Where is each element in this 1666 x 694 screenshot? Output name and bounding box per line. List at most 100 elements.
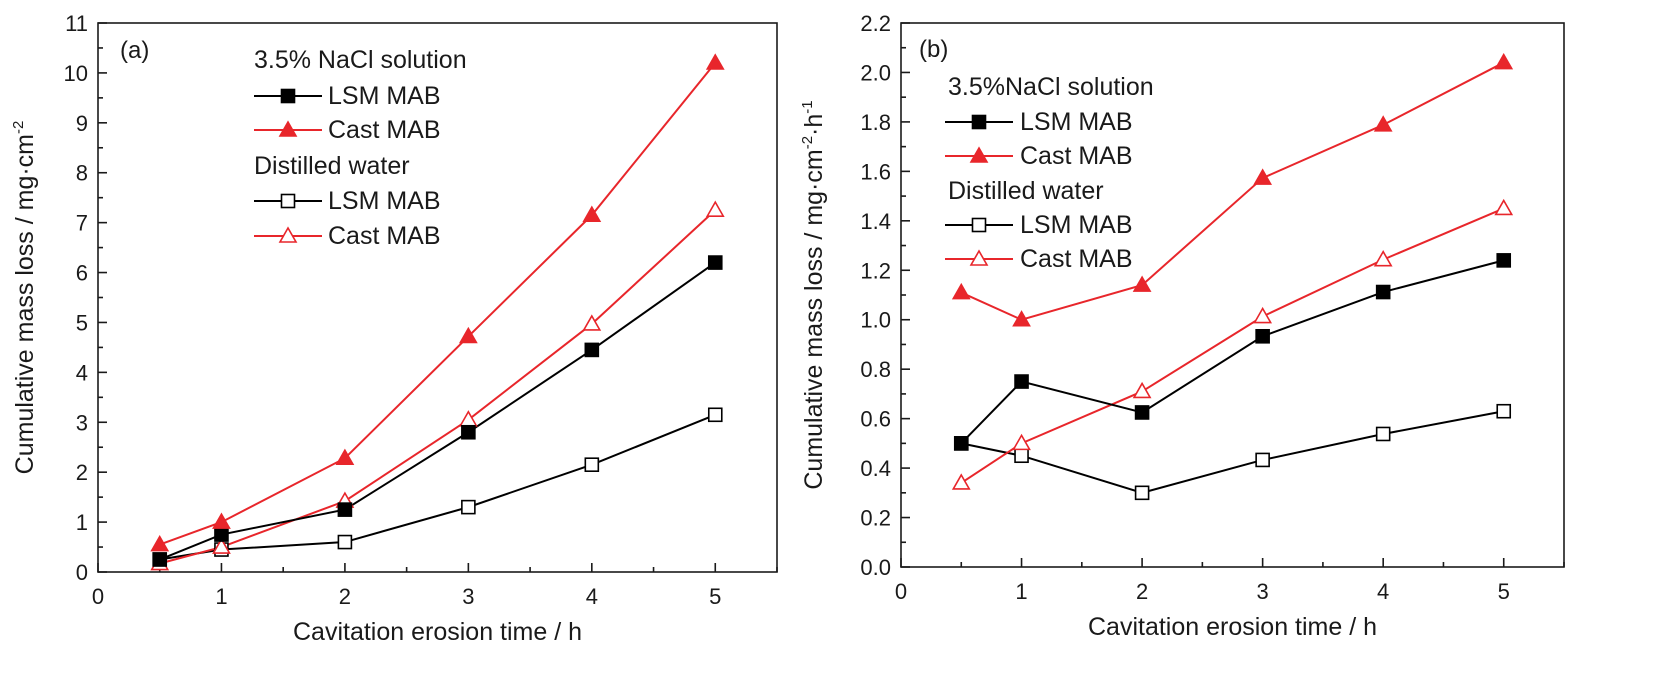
data-point-series-2 xyxy=(337,534,353,550)
data-point-series-1 xyxy=(1253,168,1273,185)
data-point-series-2 xyxy=(1255,452,1270,468)
data-point-series-1 xyxy=(212,512,231,529)
y-tick-label: 5 xyxy=(76,310,88,335)
data-point-series-1 xyxy=(582,205,602,222)
data-point-series-3 xyxy=(212,537,231,554)
legend-marker xyxy=(969,249,989,266)
legend-marker xyxy=(278,226,298,243)
data-point-series-3 xyxy=(1253,306,1273,324)
legend-marker xyxy=(278,120,298,137)
y-axis-label-main: Cumulative mass loss / mg·cm xyxy=(800,149,828,489)
legend-marker xyxy=(971,217,987,233)
legend-entry-label: LSM MAB xyxy=(328,187,441,215)
data-point-series-2 xyxy=(1375,426,1391,442)
y-axis-label-main: Cumulative mass loss / mg·cm xyxy=(11,134,39,474)
y-axis-label-sup: -2 xyxy=(10,121,27,134)
data-point-series-0 xyxy=(1134,405,1150,420)
x-tick-label: 0 xyxy=(92,584,104,609)
data-point-series-1 xyxy=(335,448,355,466)
x-axis-label: Cavitation erosion time / h xyxy=(1088,613,1377,641)
legend: 3.5%NaCl solution Distilled water LSM MAB C… xyxy=(945,73,1154,273)
y-tick-label: 2 xyxy=(76,460,88,485)
data-point-series-0 xyxy=(337,502,353,517)
legend-marker xyxy=(969,146,989,163)
x-tick-label: 2 xyxy=(1136,579,1148,604)
plot-frame xyxy=(900,22,1565,568)
y-tick-label: 1.4 xyxy=(860,209,891,234)
data-point-series-2 xyxy=(1134,485,1150,501)
y-tick-label: 0 xyxy=(76,560,88,585)
series-line-3 xyxy=(960,207,1505,484)
series-line-2 xyxy=(961,410,1504,494)
legend-marker xyxy=(280,88,296,104)
data-point-series-0 xyxy=(1255,328,1270,344)
x-tick-label: 1 xyxy=(1015,579,1027,604)
legend: 3.5% NaCl solution Distilled water LSM MAB… xyxy=(254,46,467,250)
y-tick-label: 0.4 xyxy=(860,456,891,481)
y-tick-label: 0.8 xyxy=(860,357,891,382)
data-point-series-1 xyxy=(1132,275,1152,292)
x-tick-label: 4 xyxy=(1377,579,1389,604)
data-point-series-1 xyxy=(1494,52,1514,70)
x-tick-label: 3 xyxy=(462,584,474,609)
y-tick-label: 1.8 xyxy=(860,110,891,135)
data-point-series-2 xyxy=(461,499,476,515)
y-axis-label: Cumulative mass loss / mg·cm-2 xyxy=(10,121,39,475)
y-tick-label: 1 xyxy=(76,510,88,535)
legend-entry-label: LSM MAB xyxy=(328,82,441,110)
y-tick-label: 10 xyxy=(64,61,88,86)
data-point-series-0 xyxy=(1496,253,1512,268)
x-tick-label: 2 xyxy=(339,584,351,609)
legend-group-title: Distilled water xyxy=(254,152,410,180)
data-point-series-3 xyxy=(705,200,725,217)
data-point-series-3 xyxy=(458,410,478,427)
series-line-2 xyxy=(159,413,716,561)
legend-group-title: 3.5%NaCl solution xyxy=(948,73,1154,101)
legend-marker xyxy=(971,114,987,130)
data-point-series-1 xyxy=(1373,115,1393,132)
data-point-series-1 xyxy=(458,326,478,344)
y-tick-label: 1.0 xyxy=(860,308,891,333)
data-point-series-2 xyxy=(584,457,600,472)
data-point-series-2 xyxy=(707,407,723,423)
y-tick-label: 7 xyxy=(76,211,88,236)
x-tick-label: 1 xyxy=(215,584,227,609)
data-point-series-0 xyxy=(1375,284,1391,300)
y-tick-label: 11 xyxy=(65,11,88,36)
data-point-series-1 xyxy=(1012,310,1031,327)
data-point-series-0 xyxy=(152,552,168,567)
panel-b: 0 1 2 3 4 5 0.0 0.2 0.4 0.6 0.8 1.0 1.2 1.4 1.6 1.8 2.0 2… xyxy=(799,11,1565,641)
data-point-series-3 xyxy=(1132,381,1152,399)
data-point-series-1 xyxy=(705,53,725,70)
y-axis-label-mid: ·h xyxy=(800,114,828,136)
data-point-series-1 xyxy=(150,534,170,552)
legend-entry-label: Cast MAB xyxy=(328,222,441,250)
y-tick-label: 0.0 xyxy=(860,555,891,580)
legend-marker xyxy=(280,193,296,209)
panel-label: (b) xyxy=(919,36,948,63)
legend-entry-label: Cast MAB xyxy=(328,116,441,144)
legend-entry-label: Cast MAB xyxy=(1020,142,1133,170)
x-tick-label: 5 xyxy=(709,584,721,609)
panel-a: 0 1 2 3 4 5 0 1 2 3 4 5 6 7 8 9 10 11 Cavitation erosion t… xyxy=(10,11,778,646)
y-tick-label: 9 xyxy=(76,111,88,136)
data-point-series-0 xyxy=(953,436,969,451)
series-line-1 xyxy=(960,61,1505,321)
x-tick-label: 4 xyxy=(586,584,598,609)
y-tick-label: 4 xyxy=(76,360,88,385)
data-point-series-2 xyxy=(1496,403,1512,419)
data-point-series-1 xyxy=(951,282,971,300)
data-point-series-3 xyxy=(582,314,602,331)
legend-entry-label: Cast MAB xyxy=(1020,245,1133,273)
y-tick-label: 2.0 xyxy=(860,60,891,85)
y-tick-label: 6 xyxy=(76,261,88,286)
x-tick-label: 5 xyxy=(1498,579,1510,604)
data-point-series-3 xyxy=(1373,250,1393,267)
y-axis-label-sup2: -1 xyxy=(799,100,816,113)
y-tick-label: 8 xyxy=(76,161,88,186)
legend-group-title: Distilled water xyxy=(948,177,1104,205)
y-tick-label: 3 xyxy=(76,410,88,435)
y-tick-label: 1.6 xyxy=(860,159,891,184)
